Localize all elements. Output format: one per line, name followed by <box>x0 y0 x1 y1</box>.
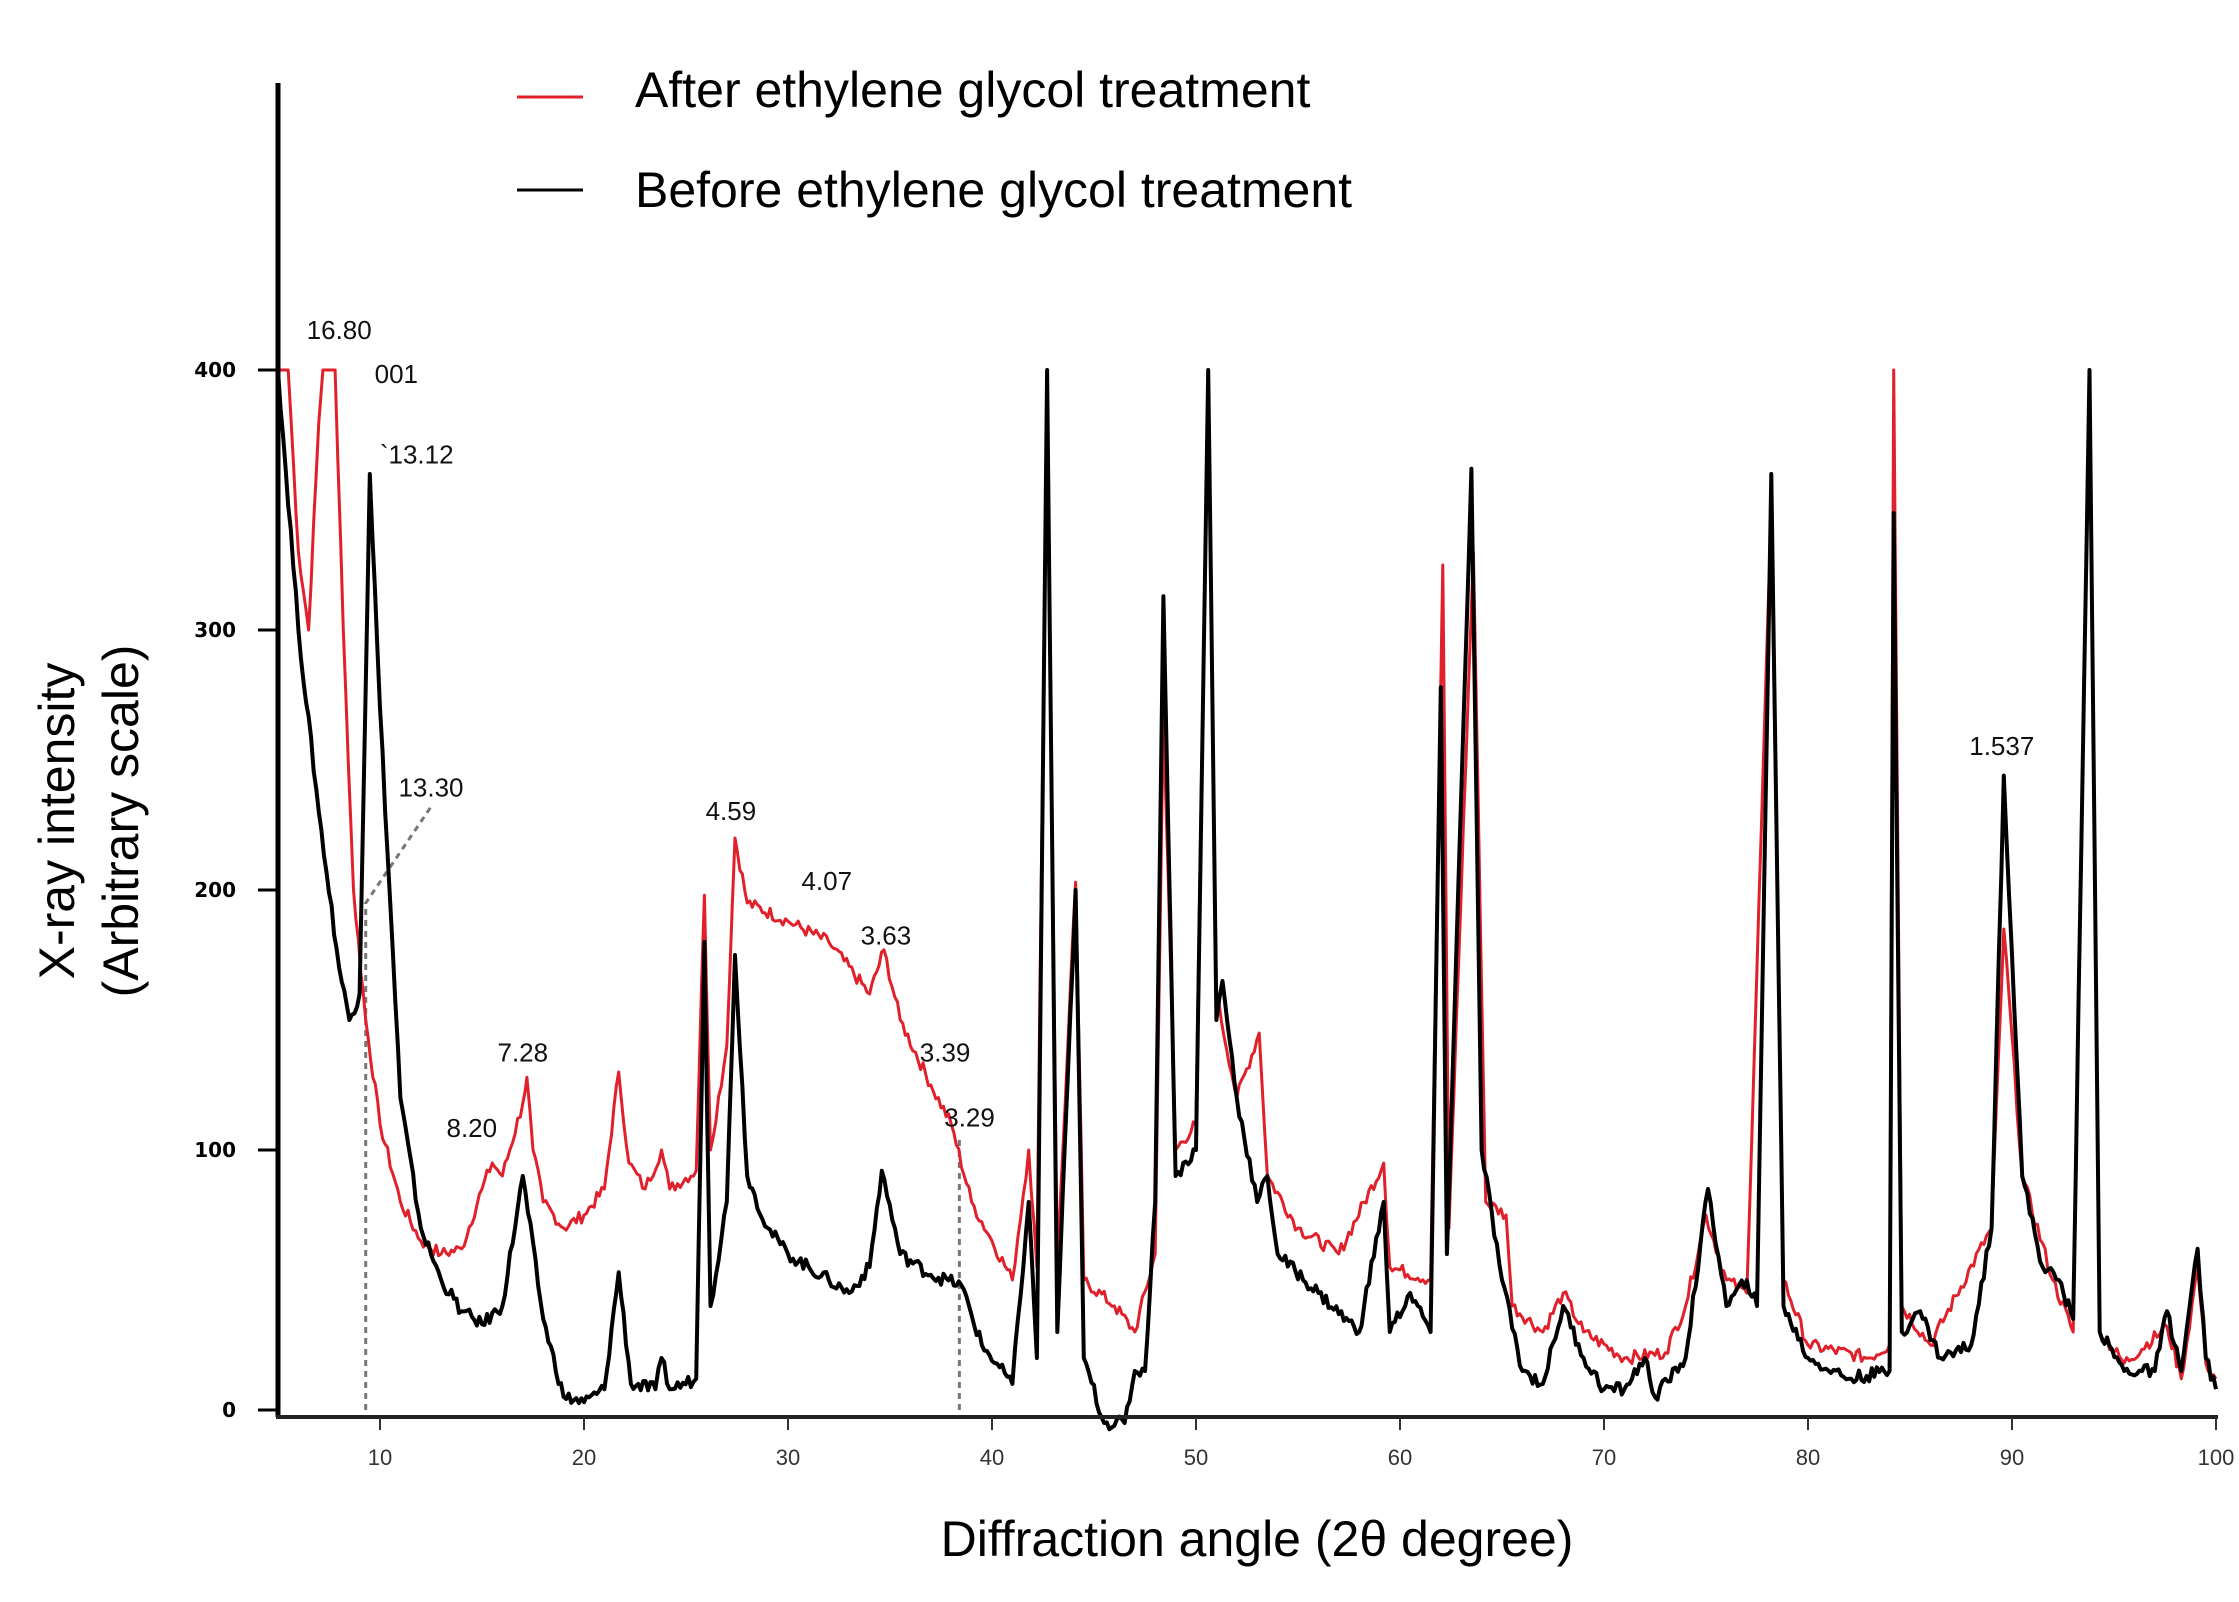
x-tick-label: 70 <box>1592 1445 1616 1470</box>
peak-annotation: 001 <box>375 359 418 389</box>
peak-annotation: 4.59 <box>706 796 757 826</box>
x-axis-label: Diffraction angle (2θ degree) <box>941 1511 1574 1567</box>
series-line-before-treatment <box>276 368 2218 1432</box>
peak-annotation: 4.07 <box>801 866 852 896</box>
x-tick-label: 20 <box>572 1445 596 1470</box>
x-tick-label: 90 <box>2000 1445 2024 1470</box>
x-tick-label: 60 <box>1388 1445 1412 1470</box>
y-tick-label: 200 <box>194 878 236 902</box>
peak-annotation: 3.63 <box>861 921 912 951</box>
peak-annotation: 8.20 <box>446 1113 497 1143</box>
x-tick-label: 50 <box>1184 1445 1208 1470</box>
peak-annotation: 3.29 <box>944 1103 995 1133</box>
peak-annotation: `13.12 <box>380 440 454 470</box>
x-tick-label: 40 <box>980 1445 1004 1470</box>
y-tick-label: 400 <box>194 358 236 382</box>
y-tick-label: 300 <box>194 618 236 642</box>
x-tick-label: 10 <box>368 1445 392 1470</box>
x-tick-label: 30 <box>776 1445 800 1470</box>
y-axis-label-line2: (Arbitrary scale) <box>93 645 149 998</box>
legend-label-after: After ethylene glycol treatment <box>635 62 1310 118</box>
peak-annotation: 3.39 <box>920 1038 971 1068</box>
legend-label-before: Before ethylene glycol treatment <box>635 162 1352 218</box>
reference-dashed-line <box>364 805 433 1410</box>
x-tick-label: 80 <box>1796 1445 1820 1470</box>
y-tick-label: 0 <box>222 1398 236 1422</box>
legend: After ethylene glycol treatment Before e… <box>517 62 1352 218</box>
peak-annotation: 7.28 <box>497 1038 548 1068</box>
y-axis-label-line1: X-ray intensity <box>29 663 85 980</box>
peak-annotation: 13.30 <box>398 772 463 802</box>
x-tick-label: 100 <box>2198 1445 2235 1470</box>
y-tick-label: 100 <box>194 1138 236 1162</box>
peak-annotation: 16.80 <box>307 315 372 345</box>
peak-annotation: 1.537 <box>1969 731 2034 761</box>
series-line-after-treatment <box>278 368 2218 1381</box>
